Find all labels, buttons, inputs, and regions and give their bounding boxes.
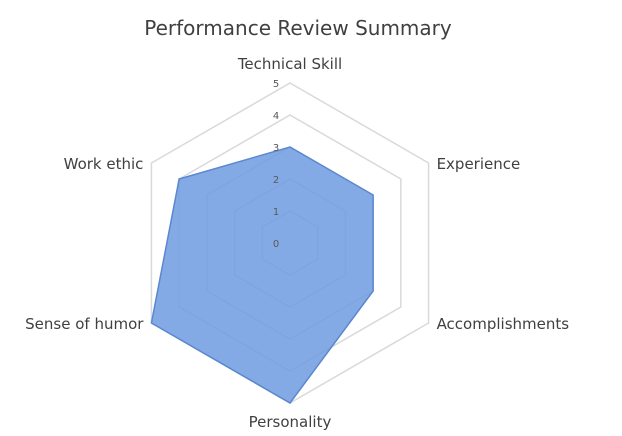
tick-label-0: 0 — [273, 239, 279, 250]
tick-label-4: 4 — [273, 111, 279, 122]
category-label-work-ethic: Work ethic — [64, 155, 144, 173]
chart-title: Performance Review Summary — [144, 16, 452, 40]
category-label-accomplishments: Accomplishments — [437, 315, 570, 333]
series-layer — [150, 146, 374, 404]
category-labels: Technical Skill Experience Accomplishments… — [25, 55, 569, 431]
tick-label-3: 3 — [273, 143, 279, 154]
category-label-personality: Personality — [249, 413, 332, 431]
radial-tick-labels: 0 1 2 3 4 5 — [273, 79, 279, 250]
tick-label-1: 1 — [273, 207, 279, 218]
category-label-experience: Experience — [437, 155, 521, 173]
series-area-1 — [150, 146, 374, 404]
tick-label-2: 2 — [273, 175, 279, 186]
tick-label-5: 5 — [273, 79, 279, 90]
category-label-sense-of-humor: Sense of humor — [25, 315, 144, 333]
category-label-technical-skill: Technical Skill — [237, 55, 342, 73]
